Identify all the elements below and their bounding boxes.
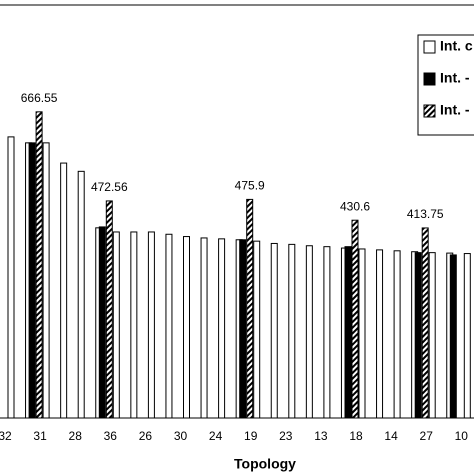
bar [42, 142, 50, 419]
x-tick-label: 24 [209, 429, 223, 443]
bar [305, 245, 313, 419]
bar [428, 252, 436, 419]
x-tick-label: 23 [279, 429, 293, 443]
x-tick-label: 19 [244, 429, 258, 443]
bar [147, 231, 155, 419]
legend-label: Int. - [440, 70, 470, 86]
bar [183, 236, 190, 419]
bar [323, 246, 331, 419]
bar [246, 198, 254, 419]
bar [421, 227, 429, 419]
bar [358, 248, 366, 419]
value-label: 413.75 [407, 207, 444, 221]
value-label: 430.6 [340, 199, 370, 213]
legend-swatch [423, 40, 436, 54]
x-tick-label: 32 [0, 429, 12, 443]
x-tick-label: 27 [420, 429, 434, 443]
bar [449, 254, 457, 419]
x-tick-label: 28 [69, 429, 83, 443]
bar [414, 252, 422, 419]
value-label: 472.56 [91, 180, 128, 194]
bar [98, 226, 106, 419]
bar [60, 162, 68, 419]
bar [463, 253, 471, 419]
x-tick-label: 30 [174, 429, 188, 443]
bar [7, 136, 15, 419]
bar [270, 242, 278, 419]
x-tick-label: 36 [104, 429, 118, 443]
legend-swatch [423, 72, 436, 86]
bar [288, 243, 296, 419]
x-axis-label: Topology [234, 456, 296, 472]
x-tick-label: 14 [384, 429, 398, 443]
bar [105, 200, 113, 419]
x-tick-label: 13 [314, 429, 328, 443]
bar [77, 170, 85, 419]
value-label: 475.9 [235, 179, 265, 193]
bar [253, 240, 261, 419]
bar [165, 233, 173, 419]
x-tick-label: 26 [139, 429, 153, 443]
bar [28, 142, 36, 419]
bar [200, 237, 208, 419]
bar [344, 246, 352, 419]
value-label: 666.55 [21, 91, 58, 105]
bar [130, 231, 138, 419]
legend-swatch [423, 104, 436, 118]
bar [35, 111, 43, 419]
x-tick-label: 31 [33, 429, 47, 443]
bar [393, 250, 401, 419]
bar [351, 219, 359, 419]
x-tick-label: 18 [349, 429, 363, 443]
legend-label: Int. c [440, 38, 473, 54]
bar [376, 249, 384, 419]
bar [218, 238, 226, 419]
x-tick-label: 10 [455, 429, 469, 443]
legend-label: Int. - [440, 102, 470, 118]
bar [239, 239, 247, 419]
bar [112, 231, 120, 419]
